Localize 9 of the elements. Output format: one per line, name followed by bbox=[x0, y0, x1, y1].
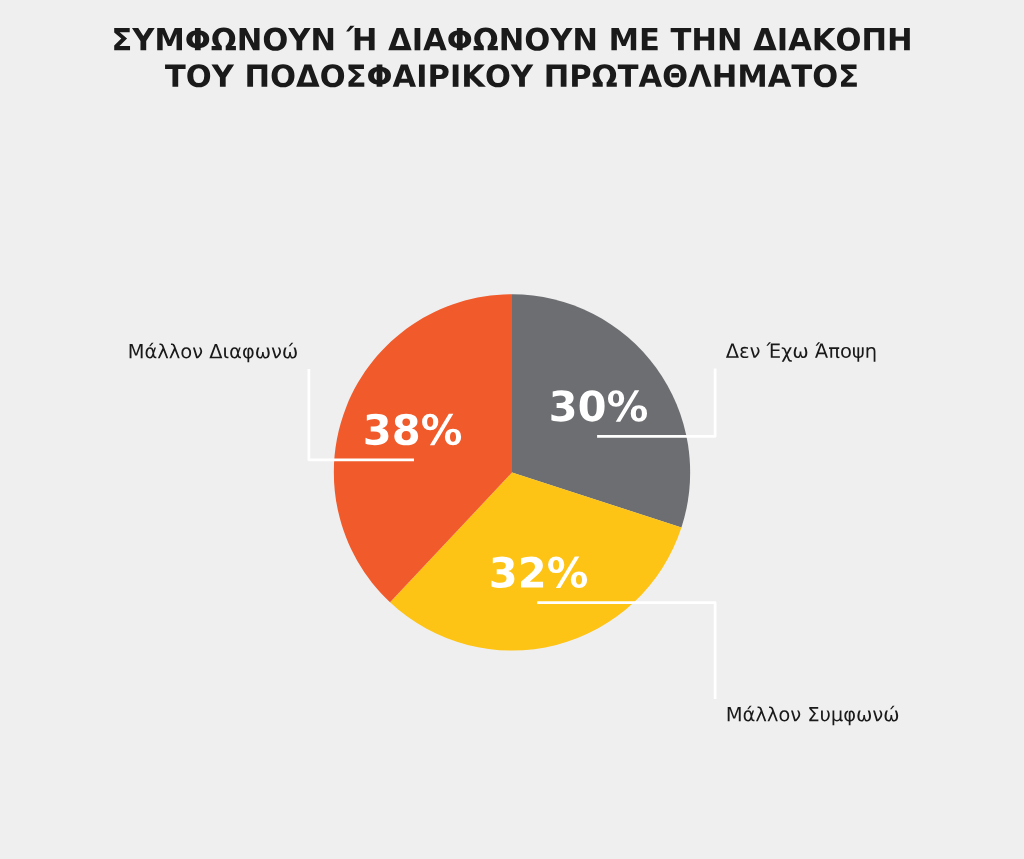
pie-slice bbox=[390, 472, 682, 651]
data-label: 38% bbox=[365, 413, 462, 446]
slice-label: Μάλλον Συμφωνώ bbox=[727, 705, 899, 726]
slice-label: Δεν Έχω Άποψη bbox=[725, 342, 876, 362]
slice-label: Μάλλον Διαφωνώ bbox=[129, 342, 297, 363]
chart-title: ΣΥΜΦΩΝΟΥΝ Ή ΔΙΑΦΩΝΟΥΝ ΜΕ ΤΗΝ ΔΙΑΚΟΠΗ ΤΟΥ ΠΟΔΟΣΦΑΙΡΙΚΟΥ ΠΡΩΤΑΘΛΗΜΑΤΟΣ bbox=[114, 25, 910, 88]
data-label: 32% bbox=[491, 556, 588, 589]
pie-slice bbox=[512, 294, 691, 528]
data-label: 30% bbox=[551, 390, 648, 422]
